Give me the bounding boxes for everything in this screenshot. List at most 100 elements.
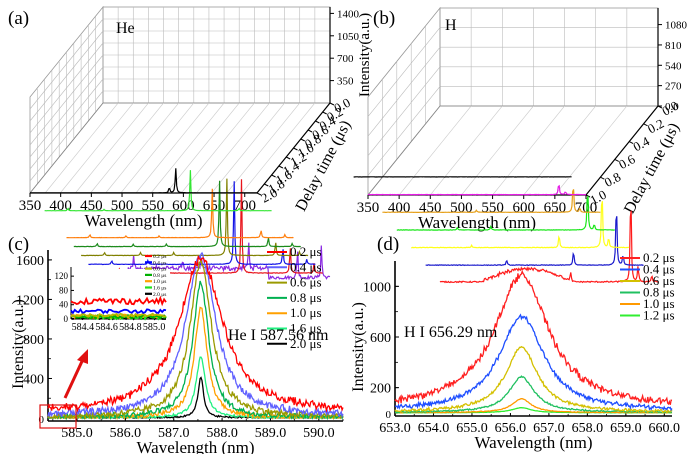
gridline: [196, 102, 270, 194]
series-line: [394, 269, 673, 406]
inset-legend-label: 2.0 μs: [153, 292, 166, 298]
gridline: [367, 47, 441, 137]
series-line: [382, 189, 601, 214]
series-line: [44, 170, 272, 212]
inset-x-tick-label: 584.8: [119, 322, 142, 333]
gridline: [150, 102, 225, 194]
zoom-region-box: [39, 404, 77, 429]
series-line: [102, 242, 331, 281]
z-tick-label: 350: [337, 76, 354, 88]
delay-tick: [600, 176, 605, 180]
inset-series-line: [70, 313, 167, 321]
z-tick-label: 0.0: [665, 101, 679, 113]
series-line: [396, 196, 615, 231]
legend-label: 1.0 μs: [643, 296, 675, 311]
gridline: [135, 102, 210, 194]
gridline: [165, 102, 240, 194]
panel-label: (c): [8, 234, 29, 255]
z-tick-label: 810: [665, 40, 682, 52]
inset-background: [69, 269, 170, 343]
legend-label: 0.4 μs: [290, 259, 322, 274]
panel-label: (d): [377, 234, 399, 255]
x-tick-label: 500: [111, 198, 134, 214]
x-axis-title: Wavelength (nm): [84, 211, 202, 230]
delay-tick: [329, 102, 335, 106]
series-line: [66, 188, 294, 239]
peak-annotation: H I 656.29 nm: [404, 324, 498, 341]
delay-tick: [293, 147, 298, 151]
element-label: He: [116, 20, 135, 37]
delay-tick-label: 1.4: [280, 158, 302, 179]
x-tick-label: 350: [19, 198, 42, 214]
series-line: [47, 257, 344, 421]
peak-annotation: He I 587.56 nm: [228, 327, 329, 344]
inset-series-line: [70, 312, 167, 319]
delay-tick: [322, 111, 327, 115]
left-wall-frame: [367, 6, 441, 197]
gridline: [105, 102, 179, 194]
x-tick-label: 587.0: [158, 426, 190, 441]
inset-x-tick-label: 584.6: [95, 322, 118, 333]
gridline: [367, 66, 441, 156]
inset-x-tick-label: 585.0: [143, 322, 166, 333]
gridline: [492, 105, 565, 196]
x-tick-label: 700: [233, 198, 256, 214]
gridline: [367, 86, 441, 176]
x-tick-label: 659.0: [610, 421, 642, 436]
gridline: [554, 105, 628, 196]
legend-label: 2.0 μs: [290, 336, 322, 351]
inset-y-tick-label: 0: [64, 314, 69, 324]
x-tick-label: 588.0: [206, 426, 238, 441]
z-tick-label: 1080: [665, 20, 688, 32]
gridline: [461, 105, 534, 196]
x-tick-label: 450: [80, 198, 103, 214]
gridline: [211, 102, 285, 194]
delay-tick-label: 1.2: [288, 149, 309, 170]
x-axis-title: Wavelength (nm): [474, 433, 592, 452]
panel-label: (b): [373, 8, 395, 29]
delay-axis-line: [585, 105, 659, 196]
x-tick-label: 650: [544, 200, 567, 216]
y-axis-title: Intensity(a.u.): [350, 302, 367, 392]
element-label: H: [445, 17, 457, 34]
gridline: [241, 102, 316, 194]
z-tick-label: 1050: [337, 31, 360, 43]
x-tick-label: 654.0: [418, 421, 450, 436]
x-tick-label: 653.0: [379, 421, 411, 436]
delay-tick: [585, 194, 591, 198]
gridline: [523, 105, 596, 196]
x-tick-label: 656.0: [495, 421, 527, 436]
legend-label: 0.8 μs: [643, 285, 675, 300]
x-tick-label: 550: [141, 198, 164, 214]
series-line: [47, 251, 344, 419]
inset-x-tick-label: 584.4: [72, 322, 95, 333]
series-line: [47, 255, 344, 413]
gridline: [75, 102, 149, 194]
inset-series-line: [70, 307, 167, 315]
x-axis-title: Wavelength (nm): [418, 213, 536, 232]
inset-legend-label: 1.6 μs: [153, 286, 166, 292]
delay-tick-label: 0.6: [309, 122, 331, 143]
delay-tick: [264, 183, 269, 187]
series-line: [29, 168, 257, 194]
series-line: [394, 313, 673, 412]
inset-legend-label: 0.8 μs: [153, 273, 166, 279]
series-line: [81, 178, 309, 257]
inset-chart: 584.4 584.6 584.8 585.0 0 40 80 120 0.2 μs0.4 μs…: [55, 254, 170, 343]
series-line: [395, 398, 673, 414]
arrow-shaft: [63, 356, 86, 399]
inset-y-tick-label: 120: [55, 271, 69, 281]
gridline: [367, 27, 441, 117]
x-tick-label: 660.0: [649, 421, 681, 436]
gridline: [44, 102, 119, 194]
inset-series-line: [70, 295, 167, 307]
series-group: [353, 176, 658, 284]
x-tick-label: 350: [357, 200, 380, 216]
delay-tick: [285, 156, 291, 160]
delay-tick: [278, 165, 284, 169]
x-tick-label: 658.0: [572, 421, 604, 436]
x-tick-label: 400: [49, 198, 72, 214]
delay-tick-label: 0.8: [302, 131, 323, 152]
